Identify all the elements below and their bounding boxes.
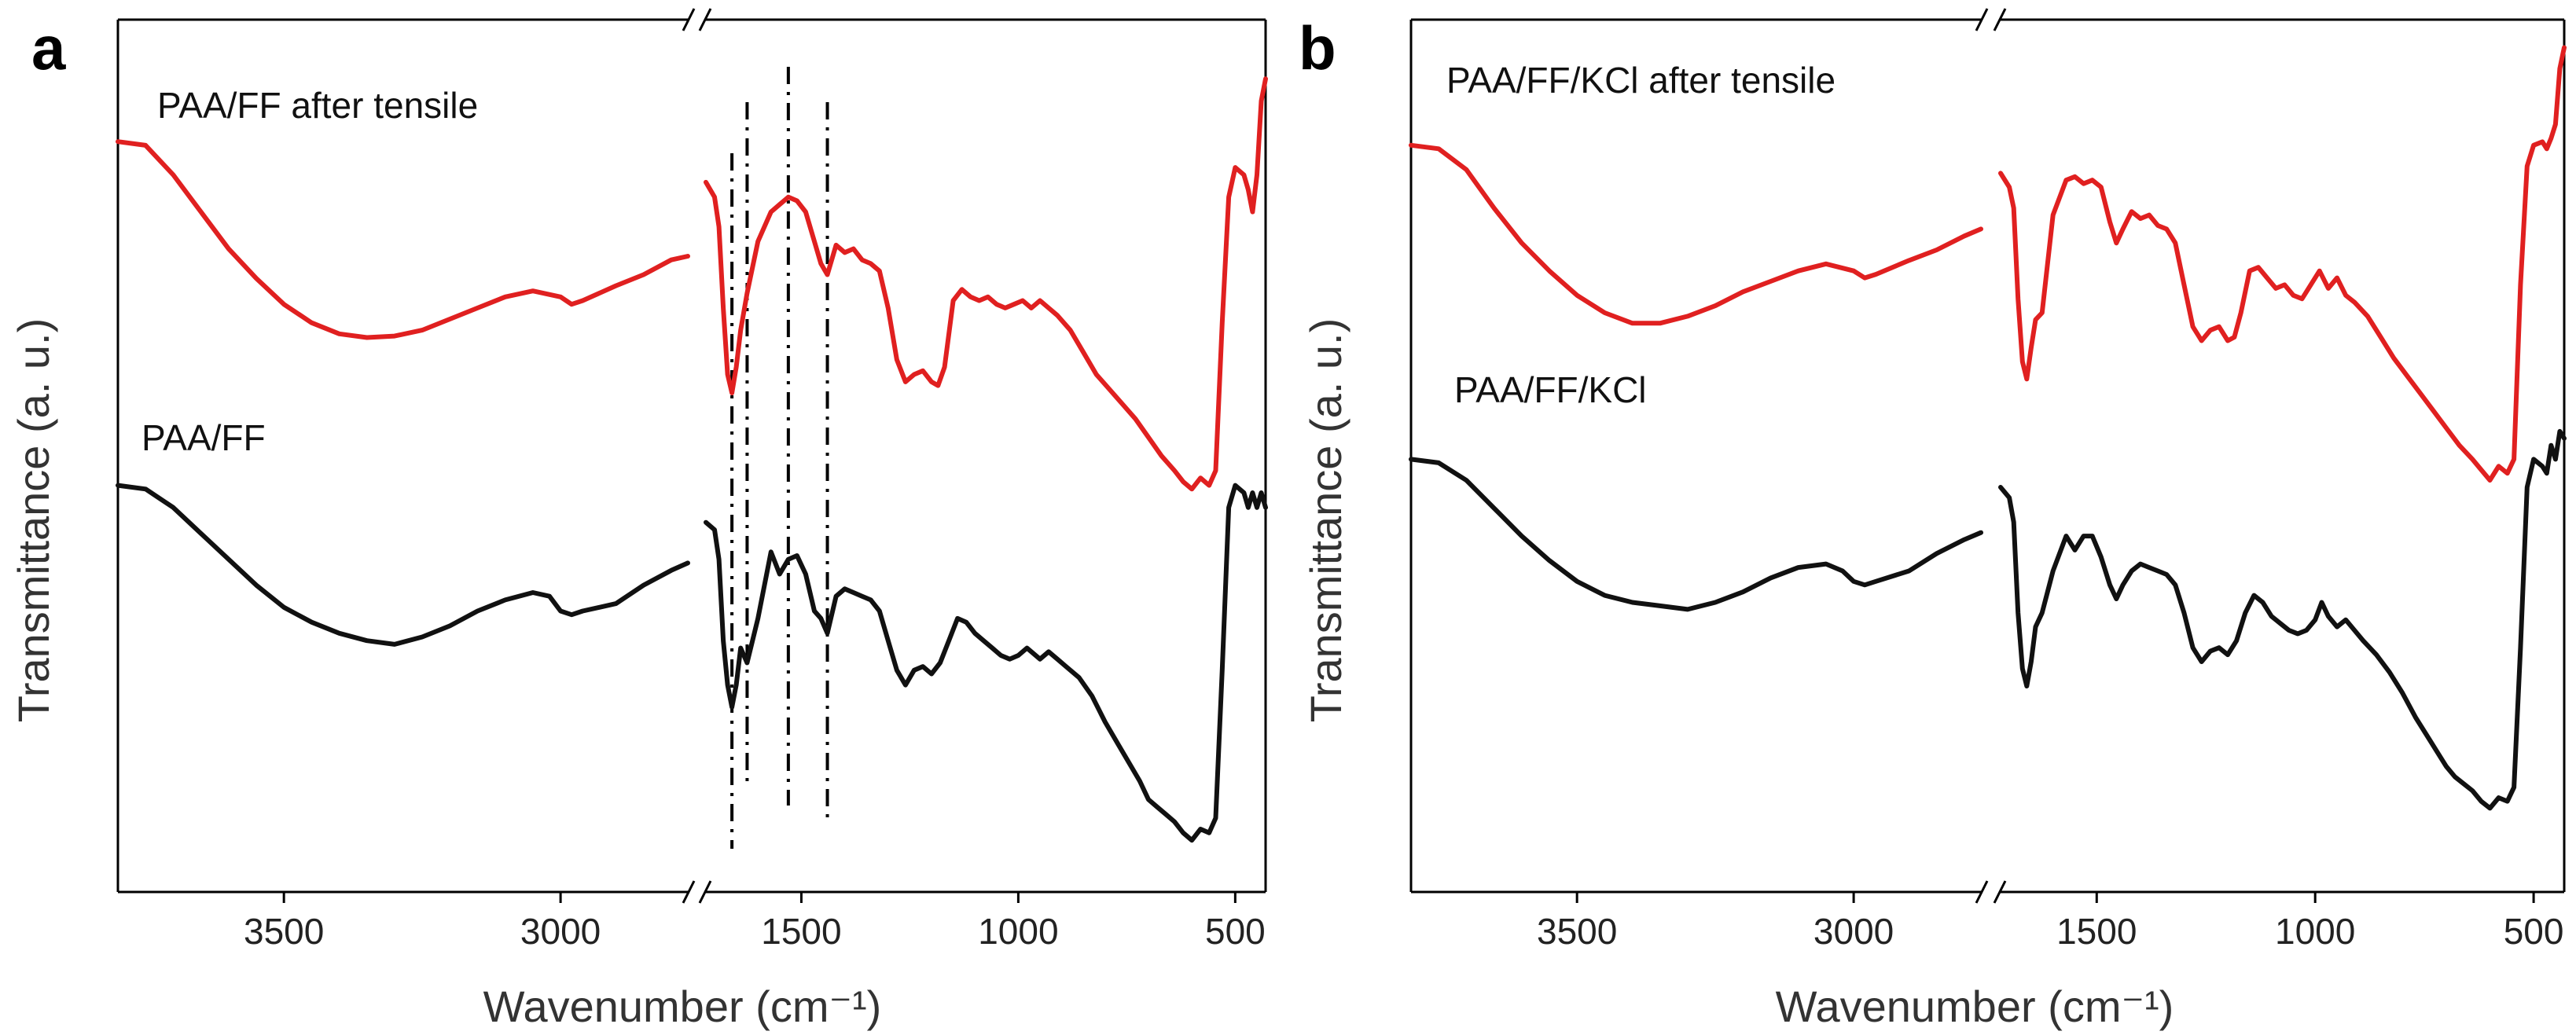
- panel-a-ylabel: Transmittance (a. u.): [9, 318, 58, 723]
- panel-a-letter: a: [31, 13, 66, 83]
- x-tick-label-500: 500: [2504, 911, 2564, 952]
- axis-break-gap: [689, 883, 704, 901]
- panel-b-frame: [1409, 8, 2566, 904]
- axis-break-slash: [698, 8, 712, 31]
- axis-break-top: [682, 8, 712, 31]
- panel-b-xlabel: Wavenumber (cm⁻¹): [1776, 982, 2174, 1031]
- panel-a-traces: [116, 76, 1268, 843]
- axis-break-top: [1975, 8, 2007, 31]
- panel-a-ticks: 3500 3000 1500 1000 500: [244, 892, 1266, 952]
- axis-break-slash: [1993, 880, 2007, 904]
- after-tensile-trace-seg1: [1409, 142, 1983, 326]
- after-tensile-trace-seg1: [116, 139, 690, 340]
- panel-b-traces: [1409, 45, 2567, 811]
- x-tick-label-1500: 1500: [2056, 911, 2137, 952]
- before-trace-seg2: [704, 483, 1268, 843]
- panel-b-series-label-after: PAA/FF/KCl after tensile: [1446, 60, 1836, 101]
- axis-break-gap: [689, 10, 704, 29]
- panel-a: a Transmittance (a. u.) Wavenumber (cm⁻¹…: [9, 8, 1268, 1031]
- panel-a-xlabel: Wavenumber (cm⁻¹): [483, 982, 882, 1031]
- axis-break-gap: [1983, 883, 1999, 901]
- x-tick-label-1000: 1000: [978, 911, 1058, 952]
- panel-b: b Transmittance (a. u.) Wavenumber (cm⁻¹…: [1299, 8, 2567, 1031]
- axis-break-slash: [1975, 8, 1989, 31]
- axis-break-slash: [1993, 8, 2007, 31]
- after-tensile-trace-seg2: [1998, 45, 2567, 483]
- panel-b-ticks: 3500 3000 1500 1000 500: [1537, 892, 2563, 952]
- axis-break-slash: [1975, 880, 1989, 904]
- x-tick-label-3000: 3000: [520, 911, 601, 952]
- panel-b-ylabel: Transmittance (a. u.): [1301, 318, 1350, 723]
- after-tensile-trace-seg2: [704, 76, 1268, 492]
- panel-a-series-label-before: PAA/FF: [141, 417, 266, 458]
- x-tick-label-1000: 1000: [2275, 911, 2355, 952]
- panel-b-series-label-before: PAA/FF/KCl: [1454, 369, 1647, 410]
- before-trace-seg1: [116, 483, 690, 647]
- panel-a-marker-lines: [730, 67, 829, 849]
- axis-break-bottom: [682, 880, 712, 904]
- axis-break-slash: [698, 880, 712, 904]
- panel-b-letter: b: [1299, 13, 1336, 83]
- x-tick-label-500: 500: [1205, 911, 1266, 952]
- axis-break-bottom: [1975, 880, 2007, 904]
- x-tick-label-3000: 3000: [1813, 911, 1894, 952]
- before-trace-seg2: [1998, 428, 2567, 811]
- before-trace-seg1: [1409, 457, 1983, 612]
- axis-break-slash: [682, 880, 696, 904]
- x-tick-label-3500: 3500: [244, 911, 324, 952]
- axis-break-slash: [682, 8, 696, 31]
- x-tick-label-3500: 3500: [1537, 911, 1617, 952]
- panel-a-series-label-after: PAA/FF after tensile: [157, 85, 478, 126]
- panel-a-frame: [116, 8, 1267, 904]
- x-tick-label-1500: 1500: [761, 911, 841, 952]
- axis-break-gap: [1983, 10, 1999, 29]
